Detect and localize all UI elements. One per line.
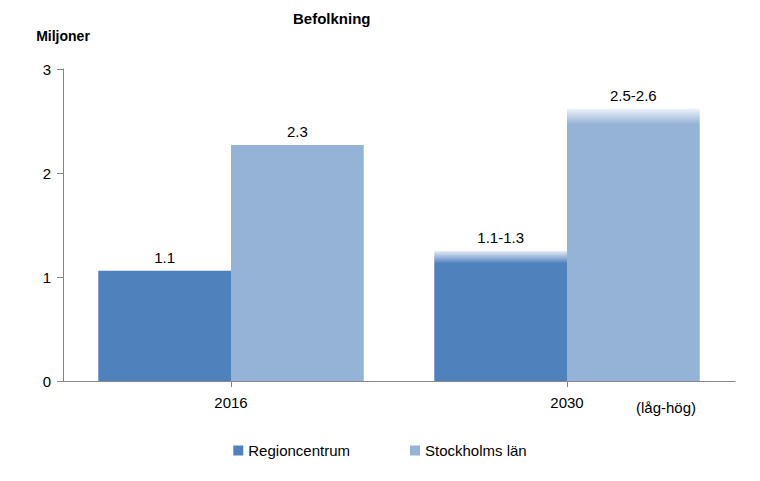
svg-text:Befolkning: Befolkning [293, 10, 371, 27]
svg-text:Stockholms län: Stockholms län [425, 442, 527, 459]
svg-text:2016: 2016 [214, 394, 247, 411]
svg-text:1.1-1.3: 1.1-1.3 [477, 229, 524, 246]
svg-text:1: 1 [43, 269, 51, 286]
svg-text:0: 0 [43, 373, 51, 390]
svg-text:2: 2 [43, 165, 51, 182]
svg-text:2.3: 2.3 [287, 123, 308, 140]
svg-text:(låg-hög): (låg-hög) [636, 399, 696, 416]
svg-text:2030: 2030 [550, 394, 583, 411]
svg-text:Miljoner: Miljoner [36, 28, 90, 44]
svg-text:Regioncentrum: Regioncentrum [248, 442, 350, 459]
svg-text:1.1: 1.1 [154, 249, 175, 266]
svg-text:2.5-2.6: 2.5-2.6 [610, 87, 657, 104]
svg-text:3: 3 [43, 61, 51, 78]
